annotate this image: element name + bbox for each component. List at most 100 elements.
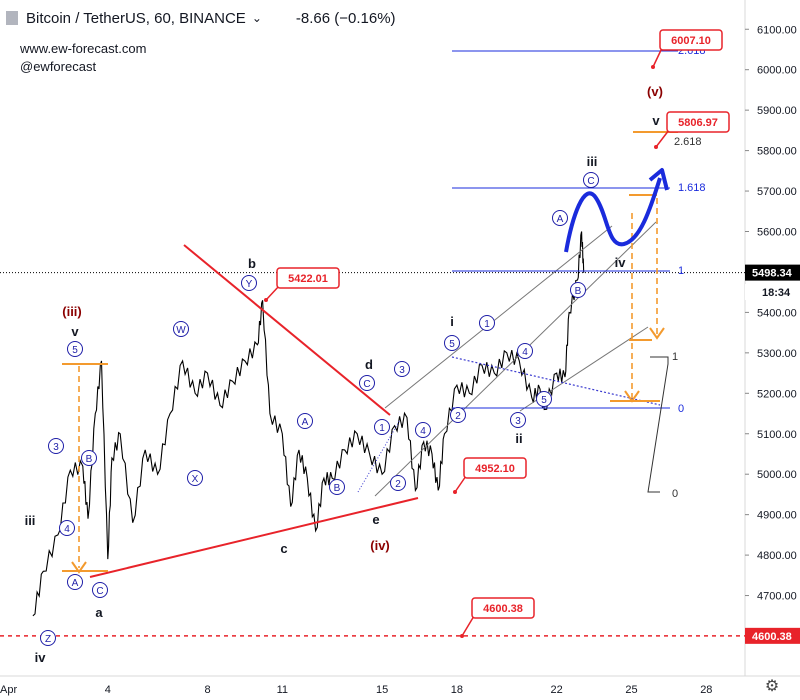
wave-label-circle <box>583 172 599 188</box>
gear-icon[interactable]: ⚙ <box>764 678 780 695</box>
wave-label-circle <box>297 413 313 429</box>
price-callout-box <box>666 111 730 133</box>
wave-label-circled: W <box>176 325 186 336</box>
wave-label-circle <box>394 361 410 377</box>
price-callout-label: 4952.10 <box>475 463 515 475</box>
wave-label-circle <box>67 341 83 357</box>
wave-label-circled: X <box>192 474 199 485</box>
time-tick-label: 15 <box>376 684 388 696</box>
wave-label-circled: B <box>575 286 582 297</box>
wave-label-circled: B <box>86 454 93 465</box>
wave-label-circle <box>517 343 533 359</box>
time-tick-label: 28 <box>700 684 712 696</box>
dotted-link-right <box>451 356 661 406</box>
wave-label-circle <box>67 574 83 590</box>
chart-header: Bitcoin / TetherUS, 60, BINANCE ⌄ -8.66 … <box>6 8 396 28</box>
wave-label: ii <box>515 431 522 446</box>
price-series <box>32 231 585 617</box>
price-tick-label: 5800.00 <box>757 146 797 158</box>
wave-label-circled: 3 <box>399 365 405 376</box>
countdown-label: 18:34 <box>762 287 791 299</box>
time-tick-label: 22 <box>551 684 563 696</box>
wave-label-circle <box>81 450 97 466</box>
callout-anchor-dot <box>264 298 268 302</box>
last-price-tag: 5498.34 <box>752 268 793 280</box>
callout-anchor-dot <box>654 145 658 149</box>
price-callout-box <box>471 597 535 619</box>
callout-anchor-dot <box>453 490 457 494</box>
price-axis-panel <box>745 0 800 700</box>
price-tick-label: 6000.00 <box>757 65 797 77</box>
callout-anchor-dot <box>651 65 655 69</box>
wave-label-circle <box>390 475 406 491</box>
wave-label-circle <box>374 419 390 435</box>
price-tick-label: 4700.00 <box>757 591 797 603</box>
wave-label-circled: C <box>363 379 370 390</box>
price-tick-label: 5700.00 <box>757 186 797 198</box>
wave-label-circled: 2 <box>395 479 401 490</box>
wave-label-circled: A <box>557 214 564 225</box>
wave-label-circled: 4 <box>420 426 426 437</box>
symbol-title[interactable]: Bitcoin / TetherUS, 60, BINANCE <box>26 9 246 27</box>
price-tick-label: 5400.00 <box>757 307 797 319</box>
wave-label-circled: 5 <box>449 339 455 350</box>
triangle-lower-line <box>89 497 419 578</box>
price-tick-label: 5600.00 <box>757 227 797 239</box>
time-tick-label: 25 <box>625 684 637 696</box>
projection-arrow-head <box>648 168 669 191</box>
wave-label-circle <box>241 275 257 291</box>
price-callout-label: 5422.01 <box>288 273 328 285</box>
price-tick-label: 5000.00 <box>757 469 797 481</box>
fib-label: 0 <box>678 403 684 415</box>
price-change: -8.66 (−0.16%) <box>295 9 396 27</box>
wave-label-circle <box>510 412 526 428</box>
fib-label: 1 <box>672 351 678 363</box>
price-tick-label: 5900.00 <box>757 105 797 117</box>
wave-label-circle <box>479 315 495 331</box>
projection-curve <box>564 177 662 253</box>
wave-label-circle <box>92 582 108 598</box>
wave-label: iii <box>25 513 36 528</box>
arrow-head-down <box>624 390 640 403</box>
wave-label: i <box>450 314 454 329</box>
price-callout-box <box>463 457 527 479</box>
wave-label: a <box>95 605 103 620</box>
axis-tag: 4600.38 <box>752 631 792 643</box>
wave-degree-label: (v) <box>647 84 663 99</box>
handle-text: @ewforecast <box>20 59 97 74</box>
callout-connector <box>454 475 467 493</box>
wave-degree-label: (iv) <box>370 538 390 553</box>
wave-label: iv <box>615 255 627 270</box>
arrow-head-down <box>649 327 665 340</box>
price-tick-label: 5300.00 <box>757 348 797 360</box>
chevron-down-icon[interactable]: ⌄ <box>251 11 262 25</box>
wave-label-circled: Y <box>246 279 253 290</box>
wave-label-circled: A <box>72 578 79 589</box>
fib-label: 1 <box>678 265 684 277</box>
wave-degree-label: (iii) <box>62 304 82 319</box>
price-tick-label: 4800.00 <box>757 550 797 562</box>
callout-anchor-dot <box>460 634 464 638</box>
wave-label-circled: 5 <box>541 395 547 406</box>
wave-label-circle <box>536 391 552 407</box>
time-tick-label: Apr <box>0 684 17 696</box>
wave-label: v <box>71 324 79 339</box>
price-callout-label: 5806.97 <box>678 117 718 129</box>
wave-label-circle <box>450 407 466 423</box>
callout-connector <box>461 615 475 637</box>
exchange-logo-icon <box>6 11 18 25</box>
triangle-upper-line <box>183 244 391 416</box>
wave-label-circle <box>173 321 189 337</box>
arrow-head-down <box>71 561 87 574</box>
wave-label-circled: 4 <box>64 524 70 535</box>
price-tick-label: 5200.00 <box>757 388 797 400</box>
website-text: www.ew-forecast.com <box>20 41 147 56</box>
callout-connector <box>652 47 663 68</box>
fib-label: 1.618 <box>678 182 706 194</box>
wave-label-circled: 1 <box>484 319 490 330</box>
wave-label-circled: 3 <box>515 416 521 427</box>
channel-upper-line <box>384 225 613 409</box>
wave-label: v <box>652 113 660 128</box>
dotted-link-left <box>357 419 401 493</box>
